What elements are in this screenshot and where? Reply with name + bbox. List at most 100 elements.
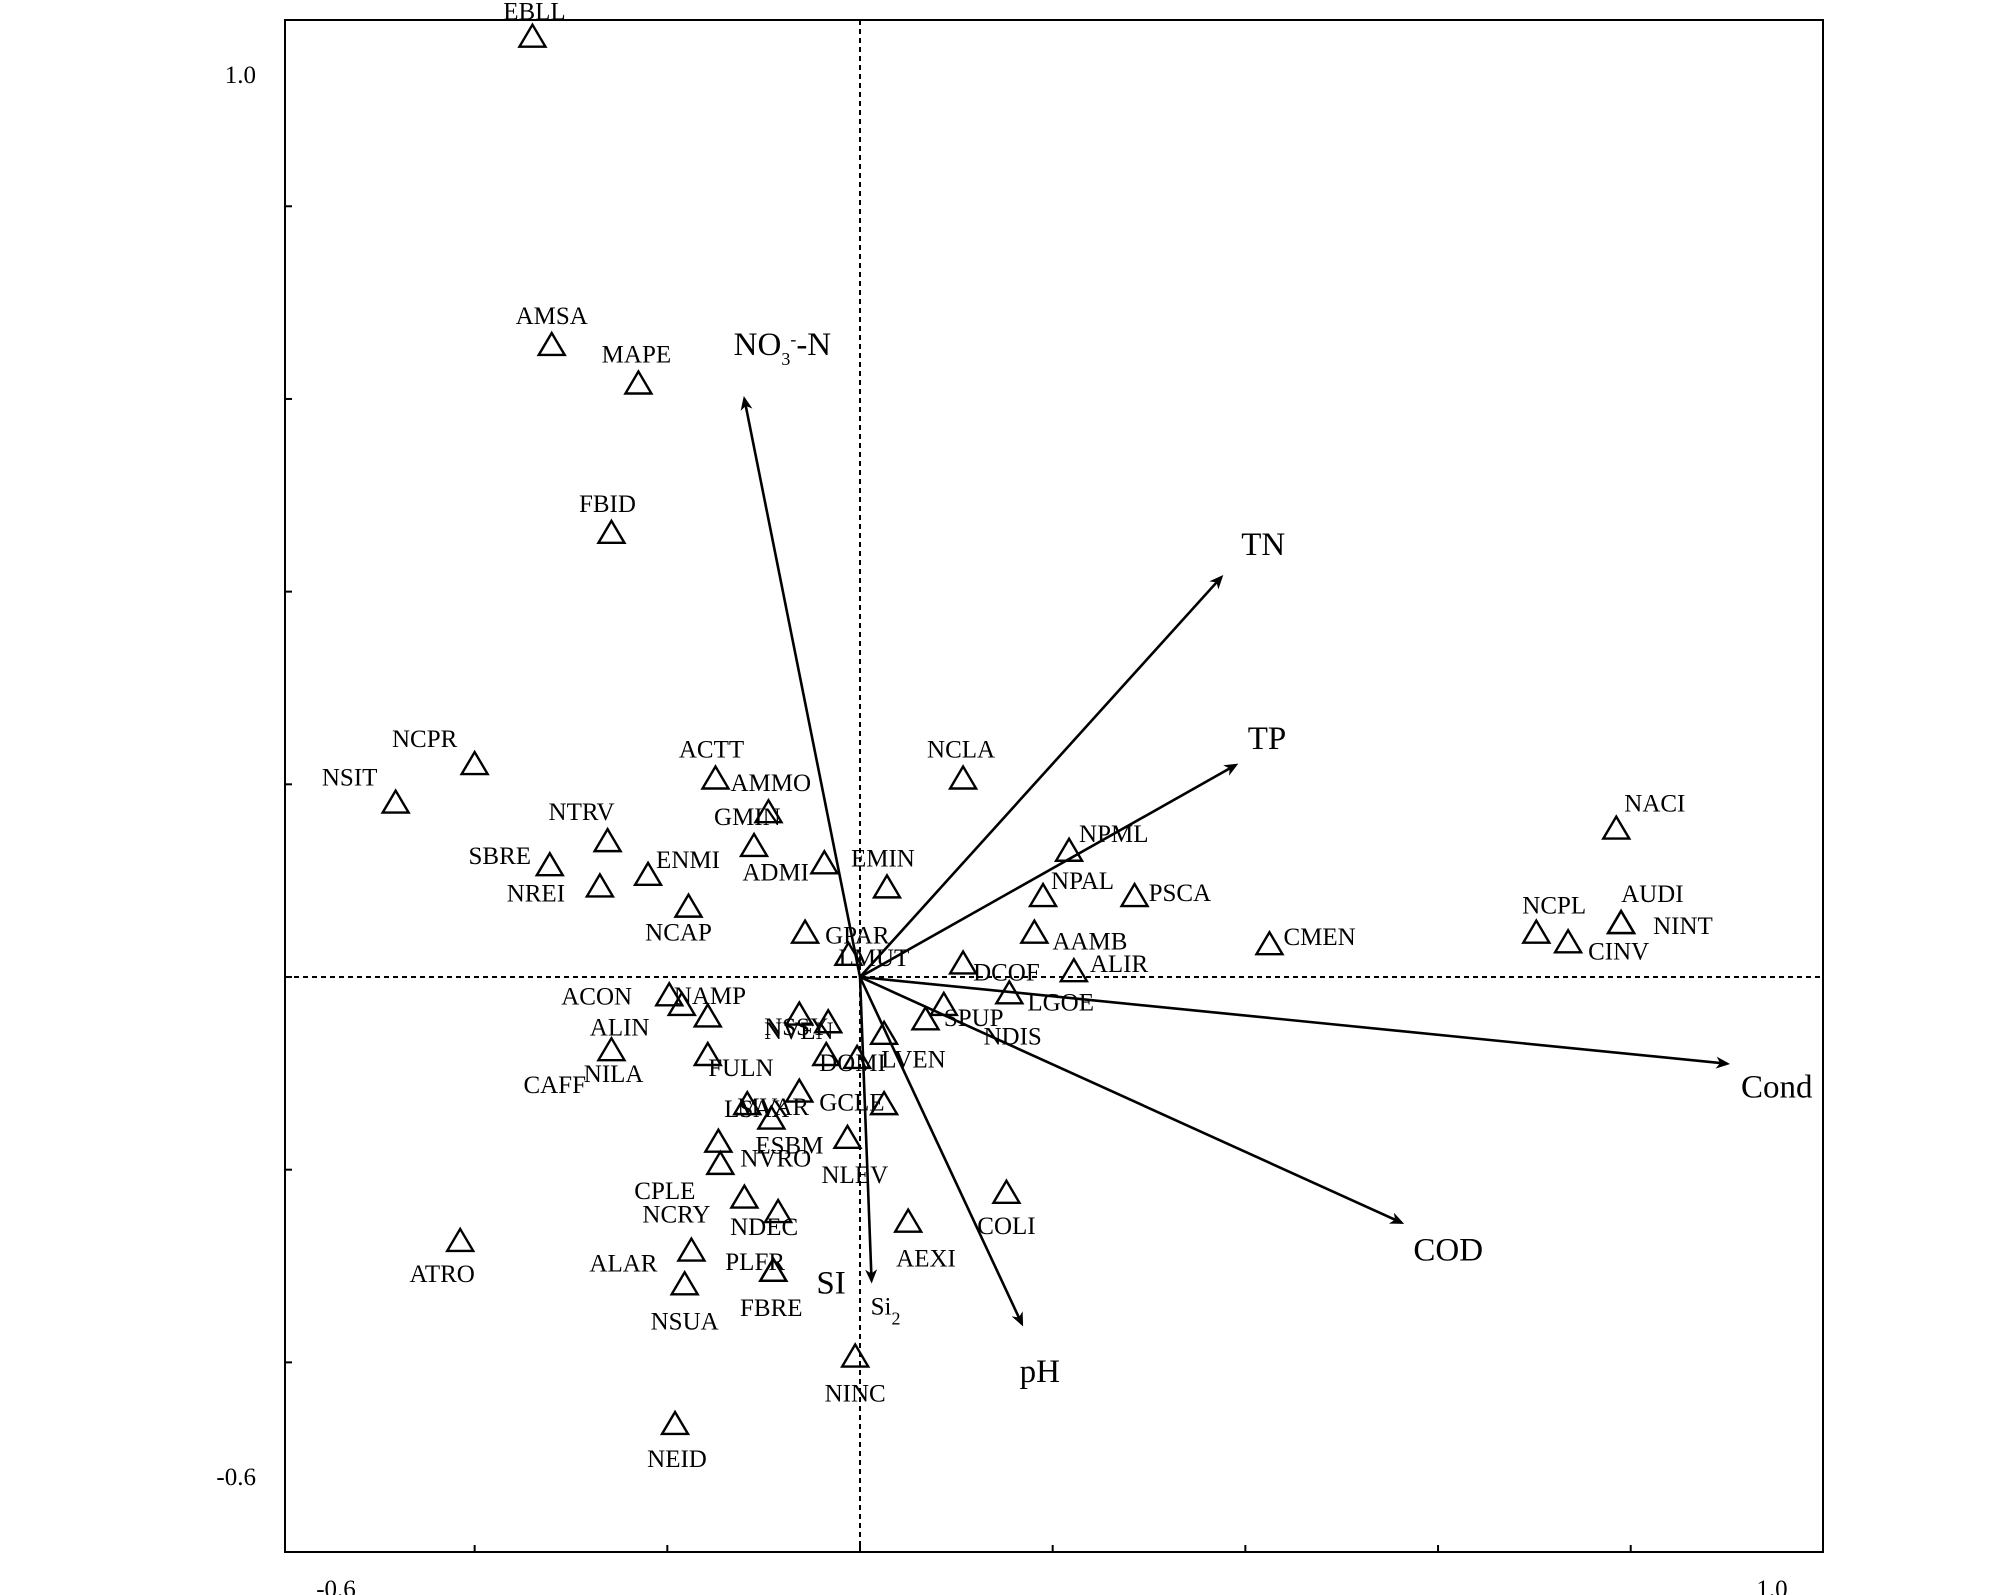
species-point-ncpl	[1521, 918, 1552, 944]
species-point-lsax	[868, 1089, 900, 1116]
species-label-ncpr: NCPR	[392, 726, 458, 753]
species-point-npml	[1053, 836, 1085, 862]
species-label-actt: ACTT	[679, 737, 744, 764]
species-point-lmut	[833, 940, 864, 967]
species-point-nsua	[669, 1269, 700, 1296]
species-label-nvro: NVRO	[740, 1146, 811, 1173]
plot-frame	[284, 19, 1824, 1553]
species-point-nvro	[703, 1127, 734, 1153]
species-label-ninc: NINC	[825, 1381, 886, 1408]
species-label-psca: PSCA	[1149, 880, 1212, 907]
species-label-ebll: EBLL	[503, 0, 566, 26]
species-point-nsit	[380, 788, 411, 814]
vector-label-tp: TP	[1248, 721, 1287, 757]
species-point-nven	[868, 1019, 900, 1046]
species-label-gpar: GPAR	[825, 923, 890, 950]
species-label-emin: EMIN	[851, 845, 915, 872]
species-label-domi: DOMI	[819, 1050, 886, 1077]
species-label-cinv: CINV	[1588, 938, 1649, 965]
x-tick-label: 1.0	[1756, 1576, 1787, 1595]
species-point-actt	[700, 764, 731, 790]
species-label-fbre: FBRE	[740, 1295, 803, 1322]
vector-arrow-tp	[859, 763, 1239, 979]
vector-arrow-sio2	[858, 976, 878, 1284]
species-point-nlev	[832, 1123, 863, 1150]
species-label-nlev: NLEV	[821, 1162, 888, 1189]
species-point-fbre	[758, 1256, 789, 1283]
vector-arrow-ph	[858, 976, 1024, 1327]
species-point-aamb	[1019, 918, 1050, 944]
species-label-audi: AUDI	[1621, 881, 1684, 908]
vector-label-sio2: Si2	[871, 1293, 901, 1328]
species-point-gpar	[789, 918, 821, 944]
species-label-coli: COLI	[977, 1213, 1035, 1240]
species-label-admi: ADMI	[742, 859, 809, 886]
species-point-ninc	[840, 1342, 871, 1368]
species-label-mape: MAPE	[602, 342, 671, 369]
species-label-gcle: GCLE	[819, 1090, 884, 1117]
species-label-enmi: ENMI	[656, 847, 720, 874]
species-label-nven: NVEN	[764, 1018, 833, 1045]
species-point-fbid	[596, 518, 627, 545]
species-label-nssy: NSSY	[764, 1014, 828, 1041]
species-label-alir: ALIR	[1090, 951, 1149, 978]
species-label-ndec: NDEC	[730, 1214, 798, 1241]
species-point-ndec	[763, 1197, 794, 1224]
vector-arrow-cod	[859, 975, 1405, 1224]
species-point-ebll	[517, 22, 548, 48]
vector-arrow-no3-n	[740, 396, 862, 978]
species-point-caff	[596, 1035, 627, 1062]
species-label-nsua: NSUA	[651, 1308, 719, 1335]
species-point-ammo	[753, 797, 784, 824]
species-label-lsax: LSAX	[724, 1096, 789, 1123]
species-point-ndis	[910, 1004, 941, 1031]
species-label-amsa: AMSA	[516, 303, 588, 330]
vector-label-cod: COD	[1413, 1233, 1483, 1269]
species-point-domi	[842, 1043, 873, 1070]
species-label-caff: CAFF	[523, 1072, 586, 1099]
species-label-aamb: AAMB	[1052, 929, 1127, 956]
species-point-cmen	[1254, 929, 1285, 956]
species-label-alar: ALAR	[589, 1251, 657, 1278]
species-label-lgoe: LGOE	[1027, 989, 1094, 1016]
y-tick-label: 1.0	[225, 62, 256, 89]
species-label-acon: ACON	[561, 983, 632, 1010]
species-point-ncla	[947, 764, 979, 790]
species-point-emin	[871, 873, 903, 899]
species-label-lmut: LMUT	[838, 945, 909, 972]
species-point-lgoe	[994, 978, 1025, 1005]
species-label-gmin: GMIN	[714, 804, 781, 831]
species-point-mvar	[732, 1089, 763, 1116]
species-point-alin	[692, 1002, 723, 1028]
species-label-npml: NPML	[1079, 821, 1148, 848]
annotation-label: SI	[816, 1265, 845, 1301]
species-point-mape	[623, 369, 654, 395]
species-point-namp	[666, 990, 697, 1017]
species-label-cple: CPLE	[634, 1178, 695, 1205]
species-label-fuln: FULN	[708, 1055, 773, 1082]
species-point-fuln	[811, 1040, 842, 1067]
species-label-nila: NILA	[584, 1061, 644, 1088]
species-label-atro: ATRO	[410, 1261, 475, 1288]
vector-label-no3-n: NO3--N	[734, 327, 832, 369]
species-point-esbm	[756, 1104, 787, 1130]
species-point-aexi	[893, 1207, 924, 1233]
species-point-enmi	[632, 860, 664, 887]
x-tick-label: -0.6	[316, 1576, 356, 1595]
vector-label-ph: pH	[1020, 1354, 1060, 1390]
species-label-ncry: NCRY	[642, 1202, 710, 1229]
species-label-ncla: NCLA	[927, 737, 995, 764]
species-point-ntrv	[592, 826, 623, 853]
species-label-ncpl: NCPL	[1522, 893, 1586, 920]
species-point-cple	[705, 1149, 736, 1176]
species-point-gcle	[784, 1077, 815, 1103]
species-point-spup	[928, 990, 959, 1017]
species-point-admi	[809, 848, 840, 875]
species-label-alin: ALIN	[590, 1014, 650, 1041]
species-point-ncap	[673, 892, 704, 918]
species-point-ncry	[729, 1183, 760, 1209]
species-label-namp: NAMP	[674, 983, 746, 1010]
species-label-nint: NINT	[1653, 913, 1713, 940]
species-point-nint	[1605, 908, 1637, 935]
